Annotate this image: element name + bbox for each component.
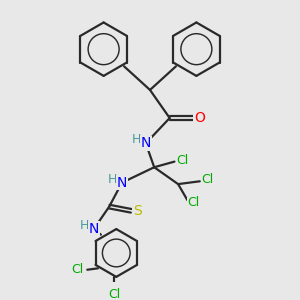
Text: H: H	[79, 219, 88, 232]
Text: N: N	[141, 136, 151, 150]
Text: H: H	[107, 173, 117, 186]
Text: Cl: Cl	[188, 196, 200, 209]
Text: Cl: Cl	[71, 263, 83, 276]
Text: N: N	[117, 176, 127, 190]
Text: S: S	[133, 204, 142, 218]
Text: Cl: Cl	[176, 154, 188, 167]
Text: N: N	[88, 222, 99, 236]
Text: Cl: Cl	[108, 288, 120, 300]
Text: Cl: Cl	[202, 173, 214, 186]
Text: H: H	[131, 134, 141, 146]
Text: O: O	[194, 111, 205, 125]
